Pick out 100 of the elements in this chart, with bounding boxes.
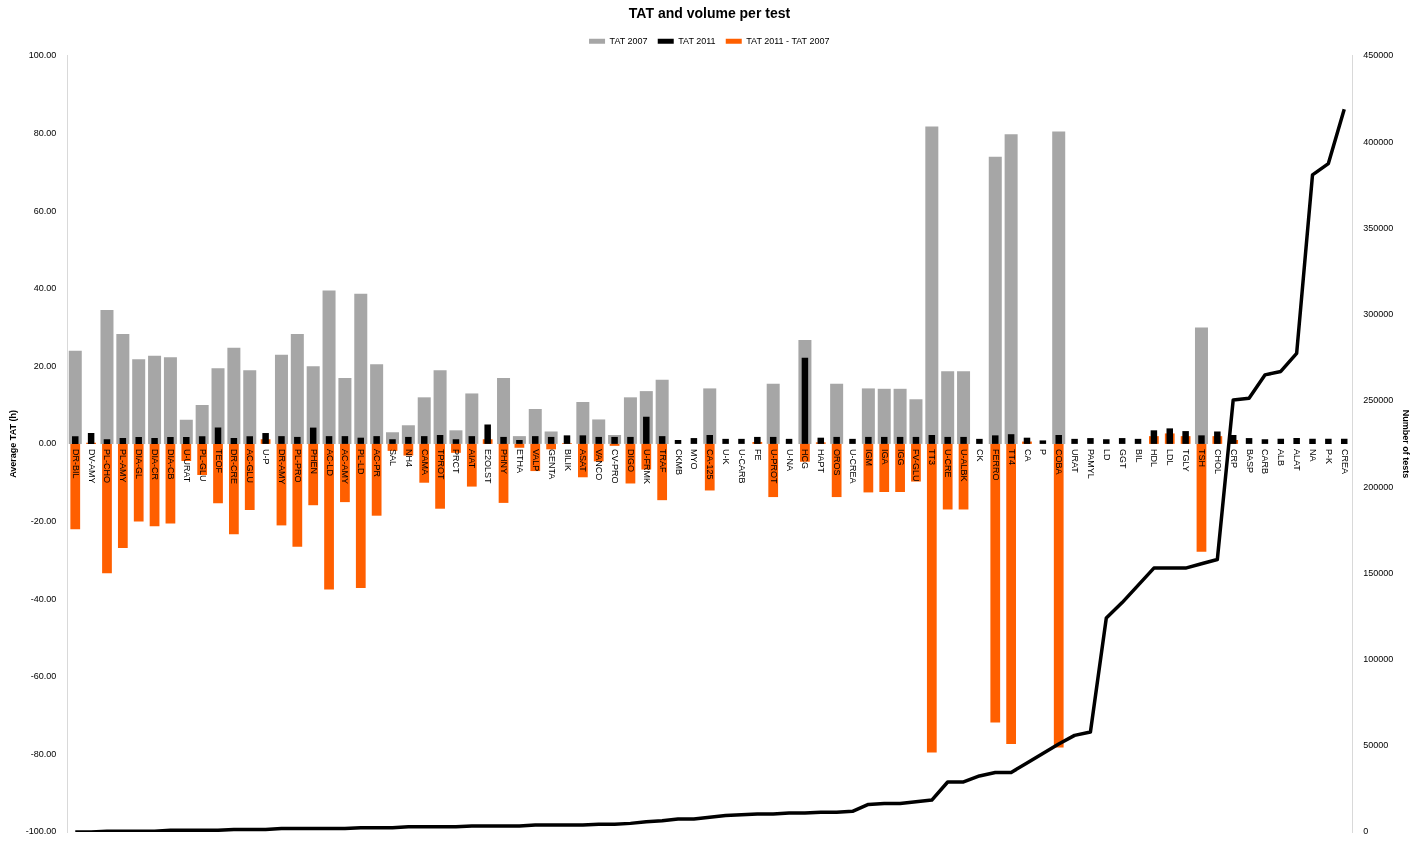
chart-title: TAT and volume per test (628, 5, 791, 22)
x-tick-label: U-URAT (181, 448, 192, 483)
x-tick-label: NA (1308, 448, 1319, 462)
x-tick-label: AC-AMY (340, 448, 351, 484)
x-tick-label: VALP (530, 448, 541, 472)
y2-tick-label: 350000 (1363, 222, 1394, 233)
y2-tick-label: 300000 (1363, 309, 1394, 320)
x-tick-label: P-K (1323, 448, 1334, 464)
y-tick-label: -40.00 (30, 593, 57, 604)
y2-tick-label: 250000 (1363, 395, 1394, 406)
x-tick-label: DIA-GL (134, 448, 145, 479)
x-tick-label: TPROT (435, 448, 446, 480)
x-tick-label: BASP (1244, 448, 1255, 473)
x-tick-label: DV-AMY (86, 448, 97, 484)
x-tick-label: LD (1101, 448, 1112, 461)
x-tick-label: P (1038, 448, 1049, 455)
x-tick-label: CK (974, 448, 985, 462)
x-tick-label: PL-AMY (118, 448, 129, 483)
y-tick-label: 0.00 (38, 438, 57, 449)
x-tick-label: AC-LD (324, 448, 335, 477)
x-tick-label: U-PROT (768, 448, 779, 484)
x-tick-label: PAMYL (1085, 448, 1096, 479)
x-tick-label: AC-PR (372, 448, 383, 478)
x-tick-label: ALAT (1292, 448, 1303, 472)
x-tick-label: CARB (1260, 448, 1271, 474)
x-tick-label: CREA (1339, 448, 1350, 474)
legend-label: TAT 2011 - TAT 2007 (746, 35, 830, 46)
x-tick-label: HDL (1149, 448, 1160, 467)
x-tick-label: DIGO (625, 448, 636, 472)
y2-axis-title: Number of tests (1401, 409, 1412, 479)
x-tick-label: CHOL (1212, 448, 1223, 474)
y-tick-label: -20.00 (30, 516, 57, 526)
x-tick-label: IGM (863, 448, 874, 466)
x-tick-label: U-CREA (848, 448, 859, 484)
y-tick-label: -100.00 (25, 826, 57, 837)
x-tick-label: PL-PRO (292, 448, 303, 483)
x-tick-label: CRP (1228, 448, 1239, 468)
x-tick-label: U-K (721, 448, 732, 465)
x-tick-label: IGG (895, 448, 906, 466)
y-tick-label: -80.00 (30, 748, 57, 759)
y2-tick-label: 0 (1363, 826, 1369, 837)
x-tick-label: TGLY (1181, 448, 1192, 472)
y-tick-label: 100.00 (28, 50, 57, 61)
x-tick-label: CV-PRO (610, 448, 621, 484)
y2-tick-label: 450000 (1363, 50, 1394, 61)
x-tick-label: OROS (832, 448, 843, 476)
x-tick-label: CA-125 (705, 448, 716, 480)
x-tick-label: AC-GLU (245, 448, 256, 483)
x-tick-label: HCG (800, 448, 811, 469)
x-tick-label: DIA-CR (150, 448, 161, 481)
x-tick-label: U-FRMK (641, 448, 652, 484)
x-tick-label: NH4 (403, 448, 414, 467)
x-tick-label: FE (752, 448, 763, 461)
x-tick-label: CAMA (419, 448, 430, 475)
x-tick-label: COBA (1054, 448, 1065, 475)
x-tick-label: URAT (1070, 448, 1081, 474)
x-tick-label: U-NA (784, 448, 795, 471)
x-tick-label: ASAT (578, 448, 589, 473)
y-axis-title: Average TAT (h) (7, 409, 18, 478)
x-tick-label: ALB (1276, 448, 1287, 466)
x-tick-label: U-CARB (736, 448, 747, 484)
x-tick-label: FV-GLU (911, 448, 922, 482)
x-tick-label: PHEN (308, 448, 319, 474)
x-tick-label: PL-CHO (102, 448, 113, 483)
x-tick-label: DR-CRE (229, 448, 240, 484)
x-tick-label: CA (1022, 448, 1033, 462)
legend-label: TAT 2007 (609, 35, 648, 46)
x-tick-label: VANCO (594, 448, 605, 481)
x-tick-label: AIAT (467, 448, 478, 469)
x-tick-label: TEOF (213, 448, 224, 474)
x-tick-label: BILIK (562, 448, 573, 471)
y-tick-label: -60.00 (30, 671, 57, 682)
x-tick-label: MYO (689, 448, 700, 470)
y2-tick-label: 200000 (1363, 481, 1394, 492)
x-tick-label: PL-LD (356, 448, 367, 475)
legend-label: TAT 2011 (678, 35, 716, 46)
x-tick-label: PL-GLU (197, 448, 208, 482)
x-tick-label: GENTA (546, 448, 557, 480)
y2-tick-label: 150000 (1363, 567, 1394, 578)
x-tick-label: GGT (1117, 448, 1128, 469)
x-tick-label: HAPT (816, 448, 827, 474)
x-tick-label: BIL (1133, 448, 1144, 463)
y-tick-label: 60.00 (33, 205, 57, 216)
x-tick-label: CKMB (673, 448, 684, 475)
y2-tick-label: 400000 (1363, 136, 1394, 147)
x-tick-label: DR-AMY (276, 448, 287, 485)
x-tick-label: PRCT (451, 448, 462, 474)
x-tick-label: FERRO (990, 448, 1001, 481)
y-tick-label: 20.00 (33, 360, 57, 371)
x-tick-label: U-P (261, 448, 272, 465)
x-tick-label: U-ALBK (959, 448, 970, 482)
y-tick-label: 40.00 (33, 283, 57, 294)
x-tick-label: IGA (879, 448, 890, 465)
x-tick-label: TT3 (927, 448, 938, 465)
x-tick-label: DIA-CB (165, 448, 176, 480)
x-tick-label: TSH (1196, 448, 1207, 467)
x-tick-label: TT4 (1006, 448, 1017, 465)
y2-tick-label: 50000 (1363, 740, 1389, 751)
x-tick-label: E2OLST (483, 448, 494, 484)
x-tick-label: ETHA (514, 448, 525, 473)
